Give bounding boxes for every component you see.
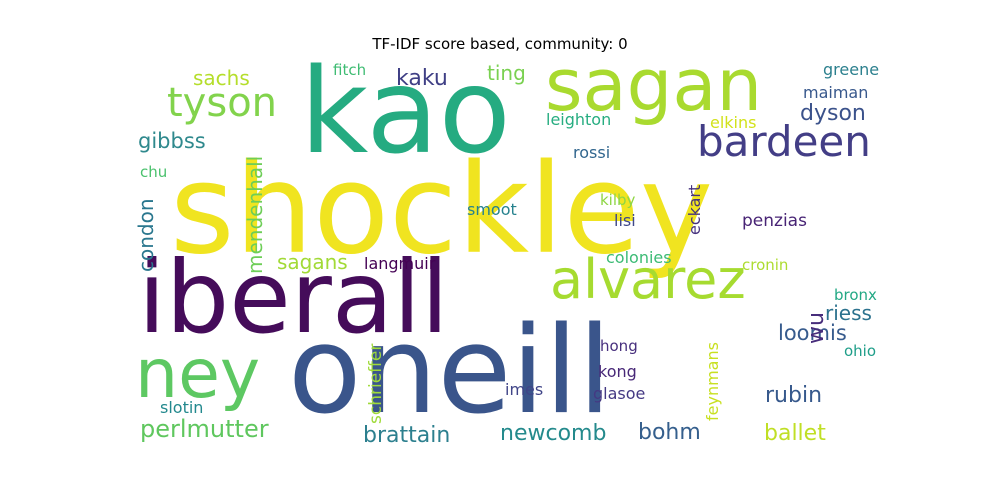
word-feynmans: feynmans bbox=[703, 342, 722, 421]
word-tyson: tyson bbox=[167, 80, 277, 126]
word-chu: chu bbox=[140, 163, 167, 181]
word-sagan: sagan bbox=[545, 43, 762, 127]
word-dyson: dyson bbox=[800, 101, 866, 126]
word-schrieffer: schrieffer bbox=[366, 344, 386, 424]
word-glasoe: glasoe bbox=[593, 384, 645, 403]
word-brattain: brattain bbox=[363, 423, 450, 448]
word-maiman: maiman bbox=[803, 83, 868, 102]
word-alvarez: alvarez bbox=[550, 248, 746, 311]
word-iberall: iberall bbox=[138, 239, 449, 356]
word-kong: kong bbox=[598, 362, 637, 381]
word-eckart: eckart bbox=[685, 185, 704, 235]
word-hong: hong bbox=[600, 337, 638, 355]
word-imes: imes bbox=[505, 380, 543, 399]
word-sagans: sagans bbox=[277, 250, 348, 274]
figure-title: TF-IDF score based, community: 0 bbox=[372, 35, 628, 53]
word-lisi: lisi bbox=[614, 211, 636, 230]
word-gibbss: gibbss bbox=[138, 129, 206, 153]
word-kao: kao bbox=[300, 42, 511, 180]
word-ohio: ohio bbox=[844, 342, 876, 360]
word-smoot: smoot bbox=[467, 200, 517, 219]
word-langmuir: langmuir bbox=[364, 254, 436, 273]
word-fitch: fitch bbox=[333, 61, 366, 79]
word-sachs: sachs bbox=[193, 66, 250, 90]
word-ney: ney bbox=[135, 335, 260, 414]
word-rubin: rubin bbox=[765, 383, 822, 408]
word-ting: ting bbox=[487, 61, 526, 85]
word-loomis: loomis bbox=[778, 321, 847, 345]
word-colonies: colonies bbox=[606, 248, 672, 267]
word-leighton: leighton bbox=[546, 110, 611, 129]
word-mendenhall: mendenhall bbox=[243, 156, 267, 274]
word-kaku: kaku bbox=[396, 66, 448, 91]
word-elkins: elkins bbox=[710, 113, 756, 132]
word-rossi: rossi bbox=[573, 143, 610, 162]
word-bronx: bronx bbox=[834, 286, 877, 304]
word-oneill: oneill bbox=[288, 302, 611, 441]
word-shockley: shockley bbox=[170, 138, 713, 282]
word-slotin: slotin bbox=[160, 398, 203, 417]
word-ballet: ballet bbox=[764, 421, 826, 446]
word-condon: condon bbox=[134, 198, 158, 272]
word-penzias: penzias bbox=[742, 211, 807, 231]
word-riess: riess bbox=[825, 301, 872, 325]
word-bardeen: bardeen bbox=[697, 117, 871, 166]
word-cronin: cronin bbox=[742, 256, 788, 274]
word-wu: wu bbox=[804, 312, 829, 344]
word-kilby: kilby bbox=[600, 191, 636, 209]
word-greene: greene bbox=[823, 60, 879, 79]
word-perlmutter: perlmutter bbox=[140, 415, 269, 443]
word-bohm: bohm bbox=[638, 420, 701, 445]
word-newcomb: newcomb bbox=[500, 421, 606, 446]
